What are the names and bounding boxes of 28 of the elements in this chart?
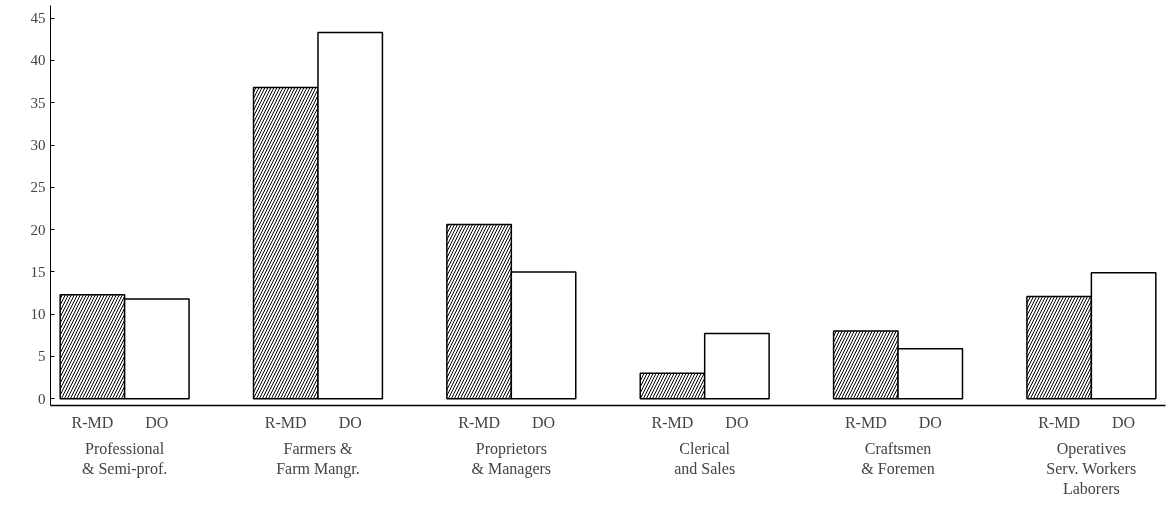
text: DO — [338, 413, 362, 431]
y-tick-label: 40 — [30, 52, 46, 69]
text: R-MD — [651, 413, 694, 431]
series-label: R-MD — [71, 413, 114, 431]
y-tick-label: 10 — [30, 306, 46, 323]
y-tick-label: 25 — [30, 179, 46, 196]
y-tick-label: 45 — [30, 10, 46, 27]
y-tick-label: 5 — [38, 348, 46, 365]
y-tick-label: 15 — [30, 263, 46, 280]
x-tick-label: Craftsmen & Foremen — [861, 439, 935, 477]
x-tick-label: Farmers & Farm Mangr. — [276, 439, 360, 478]
text: DO — [531, 413, 556, 431]
text: DO — [1112, 413, 1136, 431]
y-tick-label: 35 — [30, 94, 46, 111]
x-tick-label: Clerical and Sales — [674, 439, 736, 477]
text: DO — [725, 413, 749, 431]
text: R-MD — [1038, 413, 1081, 431]
text: DO — [918, 413, 942, 431]
y-tick-label: 20 — [30, 221, 46, 238]
y-tick-label: 0 — [38, 390, 46, 407]
x-tick-label: Proprietors & Managers — [471, 439, 552, 478]
text: R-MD — [264, 413, 307, 431]
y-tick-label: 30 — [30, 137, 46, 154]
x-tick-label: Operatives Serv. Workers Laborers — [1046, 439, 1137, 498]
series-label: DO — [145, 413, 169, 431]
text: R-MD — [458, 413, 500, 431]
text: R-MD — [844, 413, 887, 431]
x-tick-label: Professional & Semi-prof. — [81, 439, 168, 478]
